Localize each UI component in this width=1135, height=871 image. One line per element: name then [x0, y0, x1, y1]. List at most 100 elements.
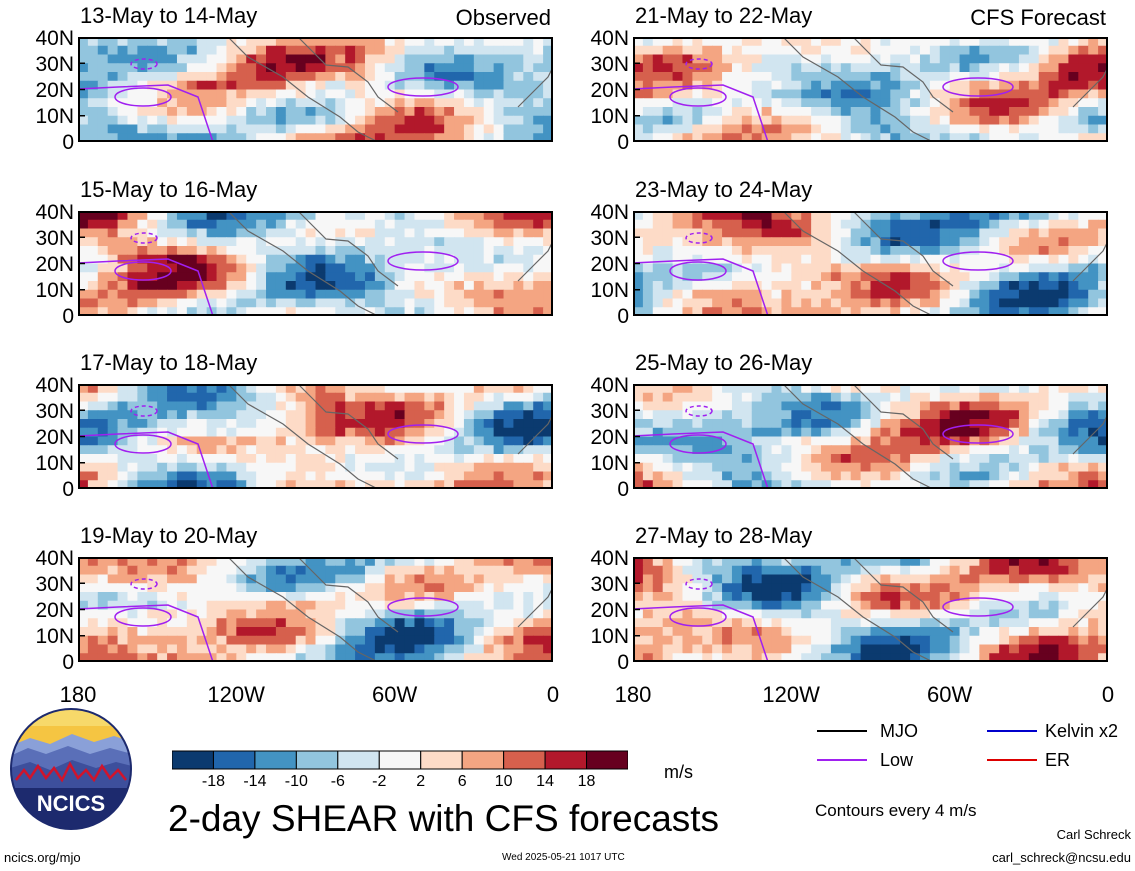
left-panel-3-ytick-3: 10N [35, 452, 74, 475]
left-panel-4-title: 19-May to 20-May [80, 523, 258, 548]
right-panel-1-ytick-0: 40N [590, 27, 629, 50]
ncics-logo: NCICS [10, 708, 132, 830]
left-panel-1-ytick-1: 30N [35, 53, 74, 76]
colorbar-swatch-0 [172, 750, 214, 770]
colorbar-label-4: -2 [372, 773, 387, 790]
colorbar-label-5: 2 [416, 773, 426, 790]
colorbar-swatch-3 [295, 750, 339, 770]
right-panel-4-ytick-2: 20N [590, 599, 629, 622]
right-panel-4-map [633, 557, 1108, 662]
legend-lines [817, 730, 1037, 761]
left-panel-2-ytick-1: 30N [35, 227, 74, 250]
main-title: 2-day SHEAR with CFS forecasts [168, 798, 720, 839]
right-panel-4-ytick-4: 0 [617, 651, 629, 674]
colorbar-swatch-1 [212, 750, 256, 770]
right-panel-2-title: 23-May to 24-May [635, 177, 813, 202]
right-panel-2-ytick-1: 30N [590, 227, 629, 250]
left-panel-4-ytick-1: 30N [35, 573, 74, 596]
right-xtick-1: 120W [762, 682, 820, 707]
right-panel-2-ytick-2: 20N [590, 253, 629, 276]
left-panel-3-title: 17-May to 18-May [80, 350, 258, 375]
colorbar-swatch-4 [337, 750, 380, 770]
right-panel-2-ytick-4: 0 [617, 305, 629, 328]
right-panel-1-title: 21-May to 22-May [635, 3, 813, 28]
right-panel-1-ytick-4: 0 [617, 131, 629, 154]
left-panel-2-ytick-3: 10N [35, 279, 74, 302]
legend-er-label: ER [1045, 750, 1071, 770]
colorbar-swatch-7 [461, 750, 505, 770]
left-panel-1-ytick-0: 40N [35, 27, 74, 50]
left-panel-2-ytick-4: 0 [62, 305, 74, 328]
right-panel-3-ytick-2: 20N [590, 426, 629, 449]
colorbar-label-0: -18 [201, 773, 226, 790]
right-panel-1-ytick-3: 10N [590, 105, 629, 128]
right-panel-4-title: 27-May to 28-May [635, 523, 813, 548]
right-xtick-0: 180 [614, 682, 652, 707]
colorbar [172, 750, 628, 770]
colorbar-unit: m/s [664, 762, 693, 782]
contour-note: Contours every 4 m/s [815, 801, 977, 820]
left-panel-4-map [78, 557, 553, 662]
left-panel-1-kind-label: Observed [455, 5, 551, 30]
right-xtick-2: 60W [927, 682, 973, 707]
right-panel-2-ytick-3: 10N [590, 279, 629, 302]
right-panel-4-ytick-3: 10N [590, 625, 629, 648]
left-panel-3-ytick-1: 30N [35, 400, 74, 423]
colorbar-swatch-8 [503, 750, 546, 770]
left-panel-4-ytick-0: 40N [35, 547, 74, 570]
colorbar-label-9: 18 [577, 773, 596, 790]
colorbar-swatch-5 [378, 750, 422, 770]
left-panel-3-ytick-2: 20N [35, 426, 74, 449]
left-panel-2-ytick-2: 20N [35, 253, 74, 276]
colorbar-swatch-10 [586, 750, 628, 770]
left-panel-2-ytick-0: 40N [35, 201, 74, 224]
left-xtick-2: 60W [372, 682, 418, 707]
right-panel-3-ytick-3: 10N [590, 452, 629, 475]
right-panel-2-ytick-0: 40N [590, 201, 629, 224]
legend-mjo-label: MJO [880, 721, 918, 741]
right-panel-3-title: 25-May to 26-May [635, 350, 813, 375]
colorbar-label-8: 14 [536, 773, 554, 790]
legend-low-label: Low [880, 750, 914, 770]
left-panel-1-ytick-4: 0 [62, 131, 74, 154]
colorbar-swatch-2 [254, 750, 297, 770]
right-panel-2-map [633, 211, 1108, 316]
legend-kelvin-label: Kelvin x2 [1045, 721, 1119, 741]
colorbar-label-6: 6 [457, 773, 467, 790]
left-xtick-1: 120W [207, 682, 265, 707]
footer-url[interactable]: ncics.org/mjo [4, 850, 81, 865]
left-panel-1-ytick-2: 20N [35, 79, 74, 102]
right-panel-1-kind-label: CFS Forecast [970, 5, 1106, 30]
left-panel-2-map [78, 211, 553, 316]
left-panel-3-map [78, 384, 553, 489]
left-panel-3-ytick-4: 0 [62, 478, 74, 501]
left-panel-1-ytick-3: 10N [35, 105, 74, 128]
colorbar-label-1: -14 [243, 773, 267, 790]
left-panel-4-ytick-4: 0 [62, 651, 74, 674]
right-xtick-3: 0 [1101, 682, 1115, 707]
footer-timestamp: Wed 2025-05-21 1017 UTC [502, 852, 625, 863]
left-panel-1-map [78, 37, 553, 142]
logo-text: NCICS [37, 791, 105, 816]
right-panel-4-ytick-1: 30N [590, 573, 629, 596]
colorbar-label-2: -10 [284, 773, 308, 790]
colorbar-label-3: -6 [330, 773, 345, 790]
right-panel-4-ytick-0: 40N [590, 547, 629, 570]
footer-author: Carl Schreck [1056, 827, 1131, 842]
footer-email[interactable]: carl_schreck@ncsu.edu [992, 850, 1131, 865]
right-panel-1-map [633, 37, 1108, 142]
right-panel-3-ytick-1: 30N [590, 400, 629, 423]
colorbar-swatch-6 [420, 750, 463, 770]
left-panel-2-title: 15-May to 16-May [80, 177, 258, 202]
colorbar-swatch-9 [544, 750, 588, 770]
colorbar-label-7: 10 [494, 773, 513, 790]
left-panel-4-ytick-2: 20N [35, 599, 74, 622]
left-panel-3-ytick-0: 40N [35, 374, 74, 397]
right-panel-1-ytick-1: 30N [590, 53, 629, 76]
left-xtick-0: 180 [59, 682, 97, 707]
right-panel-3-map [633, 384, 1108, 489]
left-panel-4-ytick-3: 10N [35, 625, 74, 648]
left-xtick-3: 0 [546, 682, 560, 707]
right-panel-1-ytick-2: 20N [590, 79, 629, 102]
left-panel-1-title: 13-May to 14-May [80, 3, 258, 28]
